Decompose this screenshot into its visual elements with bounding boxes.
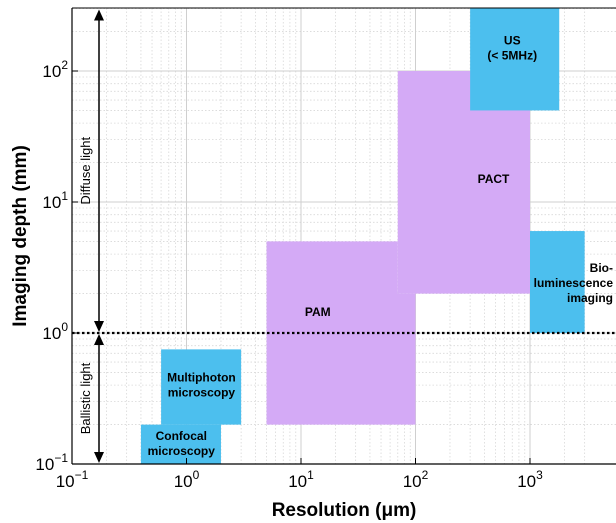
ticks: 10−1 100 101 102 103 10−1 100 101 102 [35,58,543,491]
ultrasound-label: US (< 5MHz) [487,33,537,62]
x-tick-label: 10−1 [56,468,89,491]
bioluminescence-region [530,231,585,333]
arrow-head-up [94,334,104,345]
side-annotation-label: Diffuse light [78,137,93,205]
pact-region [397,71,530,294]
pam-label-line: PAM [305,305,331,319]
bioluminescence-label-line: imaging [567,291,613,305]
pam-region [266,241,416,425]
x-tick-label: 101 [288,468,314,491]
confocal-region [140,424,221,464]
arrow-head-down [94,452,104,463]
bioluminescence-label: Bio-luminescence imaging [534,261,614,305]
y-tick-label: 101 [42,189,68,212]
ultrasound-label-line: US [504,33,521,47]
x-tick-label: 103 [517,468,543,491]
y-tick-label: 102 [42,58,68,81]
bioluminescence-label-line: Bio- [590,261,613,275]
ultrasound-label-line: (< 5MHz) [487,48,537,62]
confocal-label-line: Confocal [156,429,207,443]
multiphoton-label-line: microscopy [168,386,236,400]
y-axis-label: Imaging depth (mm) [10,145,31,327]
ultrasound-region [470,8,560,111]
x-tick-label: 102 [403,468,429,491]
x-axis-label: Resolution (μm) [272,500,417,521]
confocal-label: Confocal microscopy [148,429,216,458]
side-annotation-label: Ballistic light [78,362,93,434]
multiphoton-label: Multiphoton microscopy [167,371,236,400]
x-tick-label: 100 [174,468,200,491]
pam-label: PAM [305,305,331,319]
pact-label: PACT [478,172,510,186]
arrow-head-up [94,9,104,21]
y-tick-label: 10−1 [35,451,68,474]
annotations: Diffuse light Ballistic light [72,9,616,463]
y-tick-label: 100 [42,320,68,343]
axes [71,7,616,465]
arrow-head-down [94,321,104,332]
pact-label-line: PACT [478,172,510,186]
bioluminescence-label-line: luminescence [534,276,614,290]
confocal-label-line: microscopy [148,444,216,458]
multiphoton-label-line: Multiphoton [167,371,236,385]
multiphoton-region [161,349,242,425]
